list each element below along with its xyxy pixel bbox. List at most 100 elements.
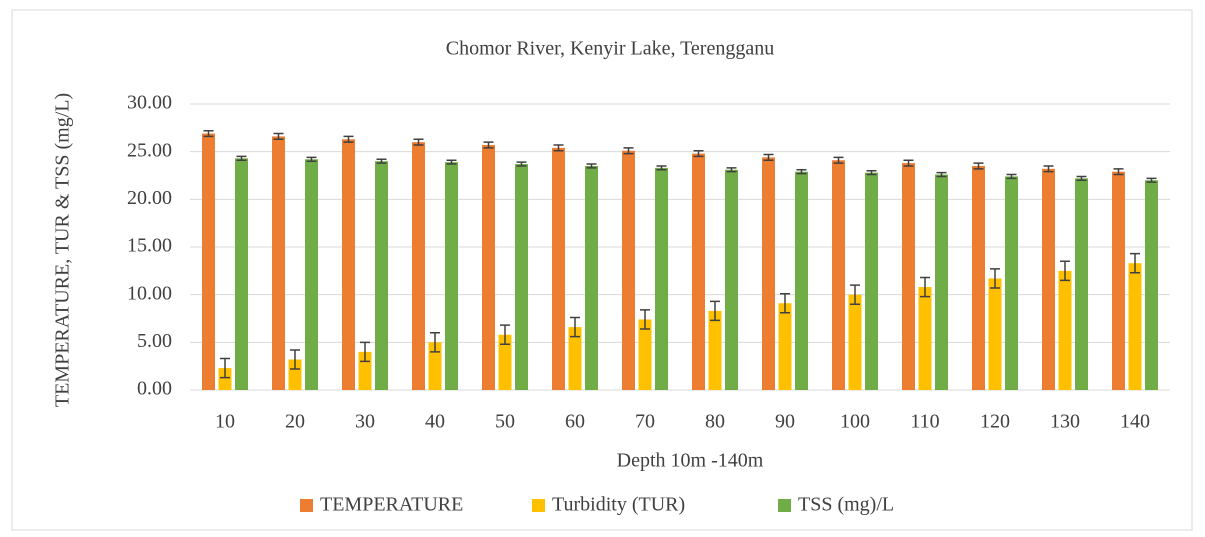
bar (272, 136, 285, 390)
bar (305, 159, 318, 390)
legend-swatch (778, 499, 791, 512)
bar (445, 162, 458, 390)
error-bar (1130, 252, 1140, 274)
error-bar (866, 169, 877, 176)
error-bar (1006, 173, 1017, 180)
legend-label: TEMPERATURE (320, 494, 463, 516)
bar (342, 139, 355, 390)
bar (428, 342, 442, 390)
error-bar (990, 268, 1000, 289)
x-tick-label: 60 (565, 411, 585, 433)
error-bar (516, 161, 527, 167)
bar (708, 310, 722, 390)
error-bar (376, 158, 387, 164)
bar (1005, 176, 1018, 390)
bar (218, 368, 232, 390)
bar (795, 171, 808, 390)
x-tick-label: 140 (1120, 411, 1150, 433)
bar (288, 359, 302, 390)
x-tick-label: 30 (355, 411, 375, 433)
bar (918, 287, 932, 390)
bar (902, 163, 915, 390)
x-tick-label: 90 (775, 411, 795, 433)
x-tick-label: 70 (635, 411, 655, 433)
x-tick-label: 80 (705, 411, 725, 433)
bar (1145, 180, 1158, 390)
bar (832, 160, 845, 390)
bar (1112, 171, 1125, 390)
bar (725, 169, 738, 390)
bar (585, 165, 598, 390)
error-bar (360, 341, 370, 363)
y-tick-label: 5.00 (137, 330, 172, 352)
legend-label: Turbidity (TUR) (552, 494, 685, 516)
error-bar (920, 276, 930, 298)
error-bar (640, 309, 650, 330)
bar (1075, 178, 1088, 390)
bar (988, 278, 1002, 390)
error-bar (710, 300, 720, 322)
bar (848, 294, 862, 390)
bar (515, 164, 528, 390)
x-axis-title: Depth 10m -140m (617, 450, 764, 472)
error-bar (656, 165, 667, 171)
error-bar (236, 155, 247, 161)
error-bar (483, 141, 494, 149)
bar (552, 147, 565, 390)
y-tick-label: 25.00 (127, 139, 172, 161)
error-bar (936, 171, 947, 178)
bar (972, 165, 985, 390)
error-bar (903, 159, 914, 167)
legend-label: TSS (mg)/L (798, 494, 894, 516)
bar (935, 174, 948, 390)
error-bar (763, 153, 774, 161)
bar (412, 142, 425, 390)
error-bar (343, 135, 354, 143)
error-bar (780, 292, 790, 314)
error-bar (1076, 175, 1087, 182)
bar (568, 327, 582, 390)
x-tick-label: 100 (840, 411, 870, 433)
error-bar (413, 138, 424, 146)
bar (202, 133, 215, 390)
error-bar (500, 324, 510, 345)
y-axis-title: TEMPERATURE, TUR & TSS (mg/L) (52, 93, 74, 407)
chart-border (11, 9, 1193, 531)
bar (1042, 168, 1055, 390)
x-tick-label: 50 (495, 411, 515, 433)
chart-title: Chomor River, Kenyir Lake, Terengganu (446, 38, 774, 60)
error-bar (850, 284, 860, 305)
bar (762, 157, 775, 390)
error-bar (1060, 260, 1070, 282)
bar (482, 144, 495, 390)
error-bar (446, 159, 457, 165)
bar (375, 161, 388, 390)
error-bar (430, 332, 440, 353)
error-bar (693, 149, 704, 158)
error-bar (973, 162, 984, 170)
error-bar (1043, 165, 1054, 173)
x-tick-label: 120 (980, 411, 1010, 433)
bar (692, 153, 705, 390)
error-bar (306, 156, 317, 162)
error-bar (553, 144, 564, 152)
bar (622, 150, 635, 390)
x-tick-label: 20 (285, 411, 305, 433)
bar (498, 334, 512, 390)
error-bar (273, 132, 284, 141)
x-tick-label: 10 (215, 411, 235, 433)
y-tick-label: 0.00 (137, 378, 172, 400)
error-bar (796, 169, 807, 175)
bar (865, 172, 878, 390)
legend-swatch (300, 499, 313, 512)
x-tick-label: 40 (425, 411, 445, 433)
y-tick-label: 10.00 (127, 282, 172, 304)
error-bar (290, 349, 300, 370)
bar (1058, 270, 1072, 390)
y-tick-label: 30.00 (127, 92, 172, 114)
bar (235, 158, 248, 390)
legend-swatch (532, 499, 545, 512)
error-bar (586, 163, 597, 169)
error-bar (833, 156, 844, 164)
